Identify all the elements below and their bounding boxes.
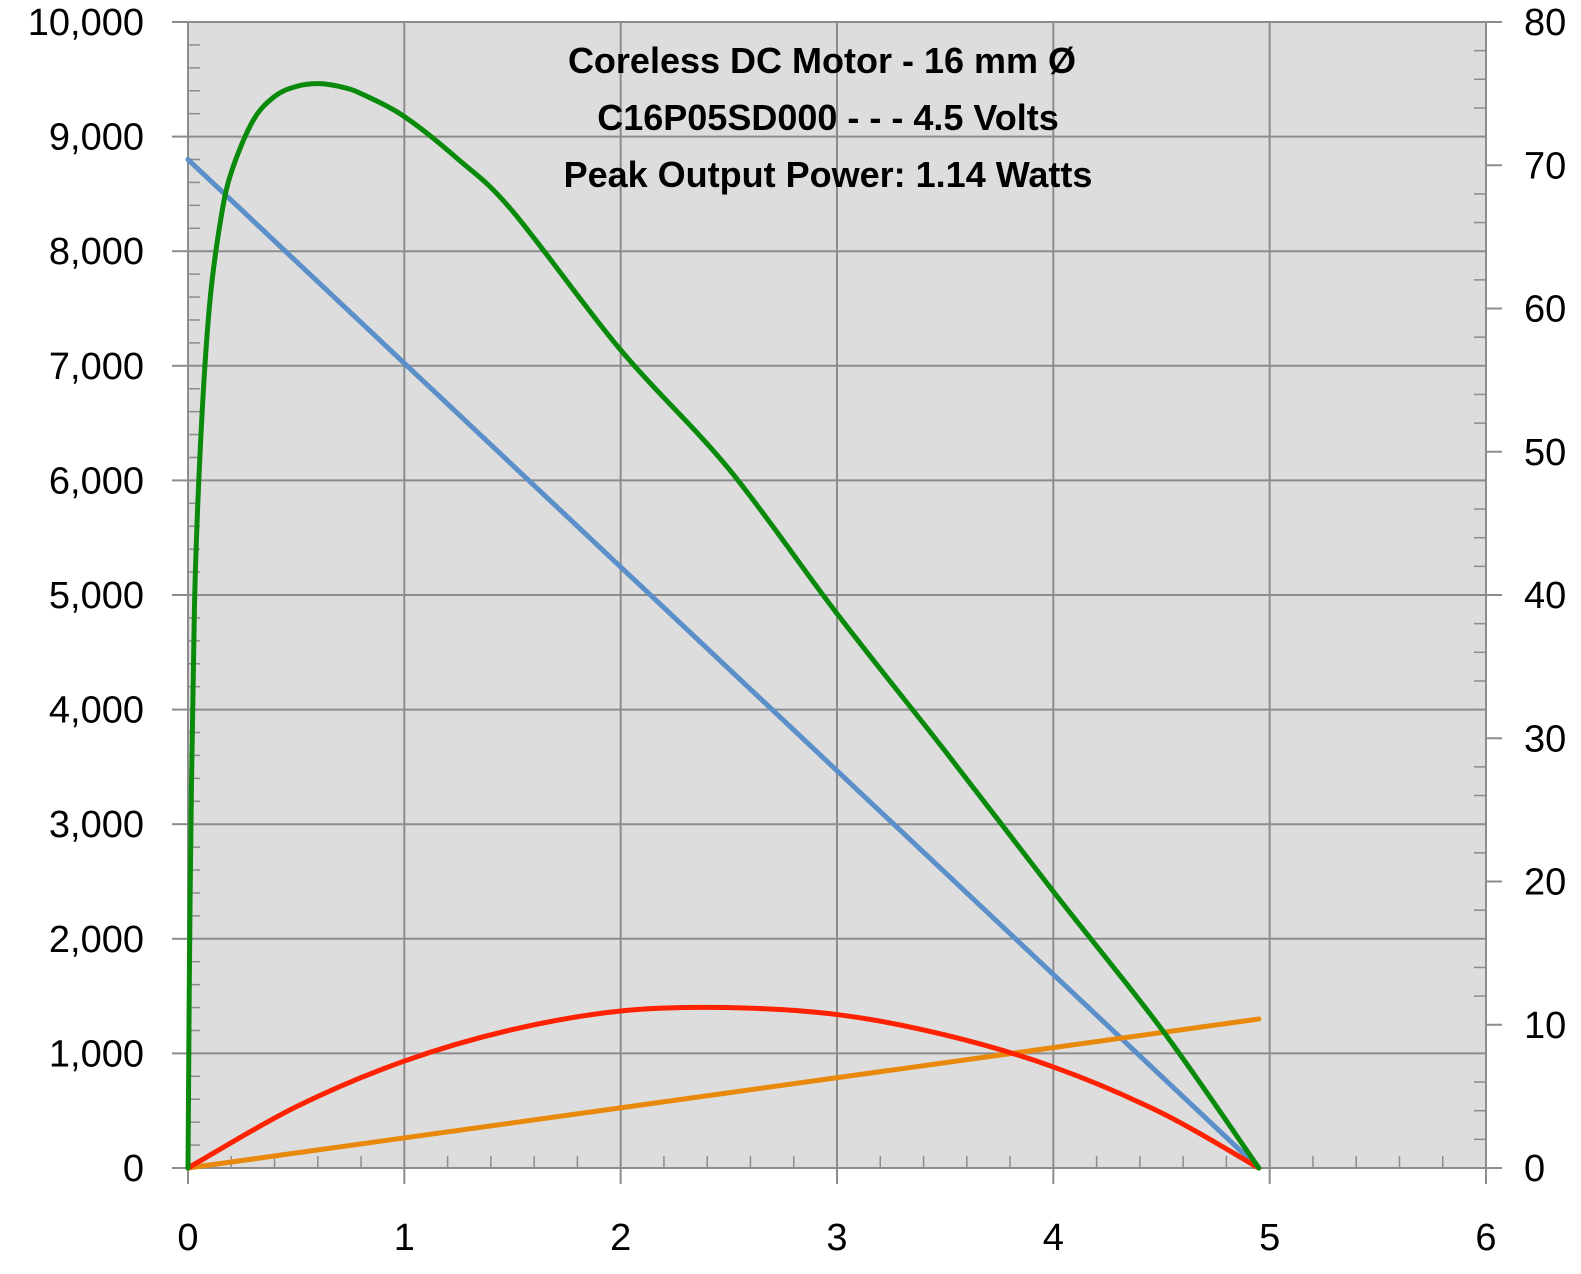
y-tick-label: 3,000 — [49, 804, 144, 846]
chart-title: Coreless DC Motor - 16 mm Ø C16P05SD000 … — [564, 40, 1093, 195]
series-lines — [185, 81, 1262, 1171]
x-tick-label: 5 — [1259, 1217, 1280, 1259]
x-tick-label: 0 — [177, 1217, 198, 1259]
x-tick-label: 6 — [1475, 1217, 1496, 1259]
y-tick-label: 10,000 — [28, 2, 144, 44]
grid-lines — [188, 21, 1487, 1168]
y-tick-label: 1,000 — [49, 1033, 144, 1075]
y-tick-label: 4,000 — [49, 690, 144, 732]
y-tick-label: 9,000 — [49, 117, 144, 159]
y2-tick-label: 60 — [1524, 289, 1566, 331]
x-tick-label: 2 — [610, 1217, 631, 1259]
series-line-1 — [185, 157, 1262, 1171]
y-tick-label: 6,000 — [49, 460, 144, 502]
y-tick-label: 0 — [123, 1148, 144, 1190]
y2-tick-label: 30 — [1524, 718, 1566, 760]
series-line-2 — [185, 1016, 1262, 1171]
y2-tick-label: 80 — [1524, 2, 1566, 44]
chart-title-line-1: Coreless DC Motor - 16 mm Ø — [568, 40, 1076, 81]
y-tick-label: 8,000 — [49, 231, 144, 273]
y2-axis-tick-labels: 0 10 20 30 40 50 60 70 80 — [1524, 2, 1566, 1190]
series-line-4 — [185, 81, 1262, 1171]
y2-tick-label: 70 — [1524, 145, 1566, 187]
x-tick-label: 3 — [826, 1217, 847, 1259]
y2-tick-label: 50 — [1524, 432, 1566, 474]
chart-title-line-3: Peak Output Power: 1.14 Watts — [564, 154, 1093, 195]
minor-ticks — [188, 44, 1486, 1168]
x-axis-tick-labels: 0 1 2 3 4 5 6 — [177, 1217, 1496, 1259]
series-line-3 — [185, 1004, 1262, 1171]
y2-tick-label: 0 — [1524, 1148, 1545, 1190]
y-tick-label: 7,000 — [49, 346, 144, 388]
y-tick-label: 5,000 — [49, 575, 144, 617]
y2-tick-label: 10 — [1524, 1005, 1566, 1047]
y2-tick-label: 40 — [1524, 575, 1566, 617]
y-axis-tick-labels: 0 1,000 2,000 3,000 4,000 5,000 6,000 7,000 8,00… — [28, 2, 144, 1190]
y-tick-label: 2,000 — [49, 919, 144, 961]
x-tick-label: 1 — [394, 1217, 415, 1259]
x-tick-label: 4 — [1043, 1217, 1064, 1259]
chart-title-line-2: C16P05SD000 - - - 4.5 Volts — [597, 97, 1059, 138]
y2-tick-label: 20 — [1524, 862, 1566, 904]
